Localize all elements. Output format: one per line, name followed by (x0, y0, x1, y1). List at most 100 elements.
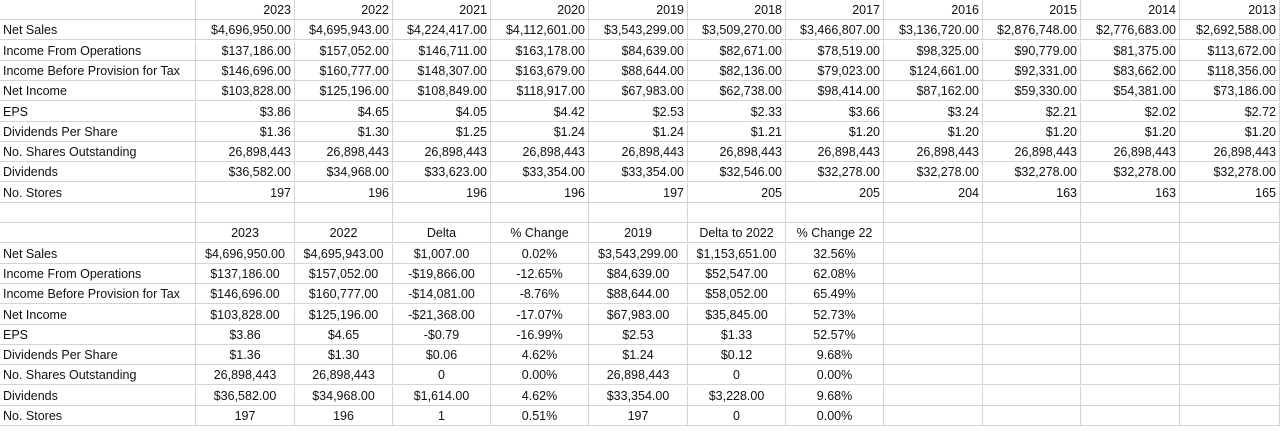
cell-empty[interactable] (491, 203, 589, 223)
table-cell[interactable]: $124,661.00 (884, 60, 983, 81)
table-cell[interactable]: $3,466,807.00 (786, 20, 884, 41)
bottom-column-header[interactable]: Delta to 2022 (688, 223, 786, 244)
table-cell[interactable]: $125,196.00 (295, 304, 393, 325)
table-cell[interactable]: 196 (491, 182, 589, 203)
bottom-column-header[interactable]: 2022 (295, 223, 393, 244)
row-label[interactable]: Dividends (0, 162, 196, 183)
cell-empty[interactable] (0, 223, 196, 244)
table-cell[interactable]: $52,547.00 (688, 263, 786, 284)
table-cell[interactable]: $1.20 (786, 121, 884, 142)
table-cell[interactable]: 163 (1081, 182, 1180, 203)
cell-empty[interactable] (884, 324, 983, 345)
table-cell[interactable]: $3,136,720.00 (884, 20, 983, 41)
table-cell[interactable]: $1.21 (688, 121, 786, 142)
table-cell[interactable]: $3,543,299.00 (589, 243, 688, 264)
bottom-column-header[interactable]: Delta (393, 223, 491, 244)
row-label[interactable]: Income From Operations (0, 40, 196, 61)
row-label[interactable]: EPS (0, 324, 196, 345)
table-cell[interactable]: $4,696,950.00 (196, 20, 295, 41)
cell-empty[interactable] (983, 365, 1081, 386)
table-cell[interactable]: $4,695,943.00 (295, 20, 393, 41)
table-cell[interactable]: $32,278.00 (1180, 162, 1280, 183)
cell-empty[interactable] (1081, 324, 1180, 345)
table-cell[interactable]: $36,582.00 (196, 162, 295, 183)
table-cell[interactable]: $1.20 (1180, 121, 1280, 142)
row-label[interactable]: Net Sales (0, 20, 196, 41)
table-cell[interactable]: $137,186.00 (196, 40, 295, 61)
cell-empty[interactable] (1180, 406, 1280, 426)
row-label[interactable]: No. Shares Outstanding (0, 365, 196, 386)
cell-empty[interactable] (1180, 324, 1280, 345)
table-cell[interactable]: 26,898,443 (589, 365, 688, 386)
row-label[interactable]: Net Income (0, 304, 196, 325)
cell-empty[interactable] (884, 406, 983, 426)
cell-empty[interactable] (884, 345, 983, 366)
cell-empty[interactable] (884, 365, 983, 386)
table-cell[interactable]: $4.42 (491, 101, 589, 122)
cell-empty[interactable] (983, 284, 1081, 305)
table-cell[interactable]: $160,777.00 (295, 60, 393, 81)
top-year-header[interactable]: 2013 (1180, 0, 1280, 20)
cell-empty[interactable] (983, 304, 1081, 325)
table-cell[interactable]: $3,228.00 (688, 385, 786, 406)
table-cell[interactable]: $88,644.00 (589, 60, 688, 81)
table-cell[interactable]: 196 (393, 182, 491, 203)
cell-empty[interactable] (884, 385, 983, 406)
table-cell[interactable]: 0.00% (491, 365, 589, 386)
cell-empty[interactable] (983, 385, 1081, 406)
cell-empty[interactable] (1081, 284, 1180, 305)
table-cell[interactable]: 0.51% (491, 406, 589, 426)
table-cell[interactable]: $1.20 (983, 121, 1081, 142)
row-label[interactable]: Income Before Provision for Tax (0, 284, 196, 305)
top-year-header[interactable]: 2020 (491, 0, 589, 20)
table-cell[interactable]: $108,849.00 (393, 81, 491, 102)
table-cell[interactable]: $4,112,601.00 (491, 20, 589, 41)
table-cell[interactable]: 52.73% (786, 304, 884, 325)
table-cell[interactable]: $87,162.00 (884, 81, 983, 102)
row-label[interactable]: Dividends Per Share (0, 121, 196, 142)
table-cell[interactable]: $4,696,950.00 (196, 243, 295, 264)
table-cell[interactable]: $113,672.00 (1180, 40, 1280, 61)
table-cell[interactable]: $163,178.00 (491, 40, 589, 61)
table-cell[interactable]: $157,052.00 (295, 263, 393, 284)
table-cell[interactable]: $3,509,270.00 (688, 20, 786, 41)
table-cell[interactable]: $67,983.00 (589, 81, 688, 102)
table-cell[interactable]: $3.86 (196, 101, 295, 122)
table-cell[interactable]: 26,898,443 (393, 142, 491, 163)
table-cell[interactable]: $67,983.00 (589, 304, 688, 325)
cell-empty[interactable] (884, 284, 983, 305)
row-label[interactable]: Net Income (0, 81, 196, 102)
table-cell[interactable]: $1.24 (589, 121, 688, 142)
table-cell[interactable]: 4.62% (491, 385, 589, 406)
top-year-header[interactable]: 2017 (786, 0, 884, 20)
table-cell[interactable]: $90,779.00 (983, 40, 1081, 61)
row-label[interactable]: Dividends Per Share (0, 345, 196, 366)
table-cell[interactable]: 26,898,443 (688, 142, 786, 163)
cell-empty[interactable] (1180, 263, 1280, 284)
cell-empty[interactable] (1081, 385, 1180, 406)
table-cell[interactable]: $58,052.00 (688, 284, 786, 305)
cell-empty[interactable] (393, 203, 491, 223)
table-cell[interactable]: $3,543,299.00 (589, 20, 688, 41)
table-cell[interactable]: $33,354.00 (589, 385, 688, 406)
cell-empty[interactable] (1081, 223, 1180, 244)
table-cell[interactable]: 165 (1180, 182, 1280, 203)
table-cell[interactable]: 196 (295, 182, 393, 203)
table-cell[interactable]: $1,153,651.00 (688, 243, 786, 264)
cell-empty[interactable] (589, 203, 688, 223)
table-cell[interactable]: $3.66 (786, 101, 884, 122)
table-cell[interactable]: $32,278.00 (884, 162, 983, 183)
table-cell[interactable]: 0.02% (491, 243, 589, 264)
table-cell[interactable]: $2.33 (688, 101, 786, 122)
top-year-header[interactable]: 2022 (295, 0, 393, 20)
table-cell[interactable]: $0.06 (393, 345, 491, 366)
cell-empty[interactable] (983, 406, 1081, 426)
table-cell[interactable]: -$0.79 (393, 324, 491, 345)
table-cell[interactable]: 26,898,443 (1180, 142, 1280, 163)
table-cell[interactable]: $78,519.00 (786, 40, 884, 61)
table-cell[interactable]: $83,662.00 (1081, 60, 1180, 81)
table-cell[interactable]: 52.57% (786, 324, 884, 345)
table-cell[interactable]: $4.65 (295, 324, 393, 345)
table-cell[interactable]: $32,546.00 (688, 162, 786, 183)
table-cell[interactable]: -16.99% (491, 324, 589, 345)
